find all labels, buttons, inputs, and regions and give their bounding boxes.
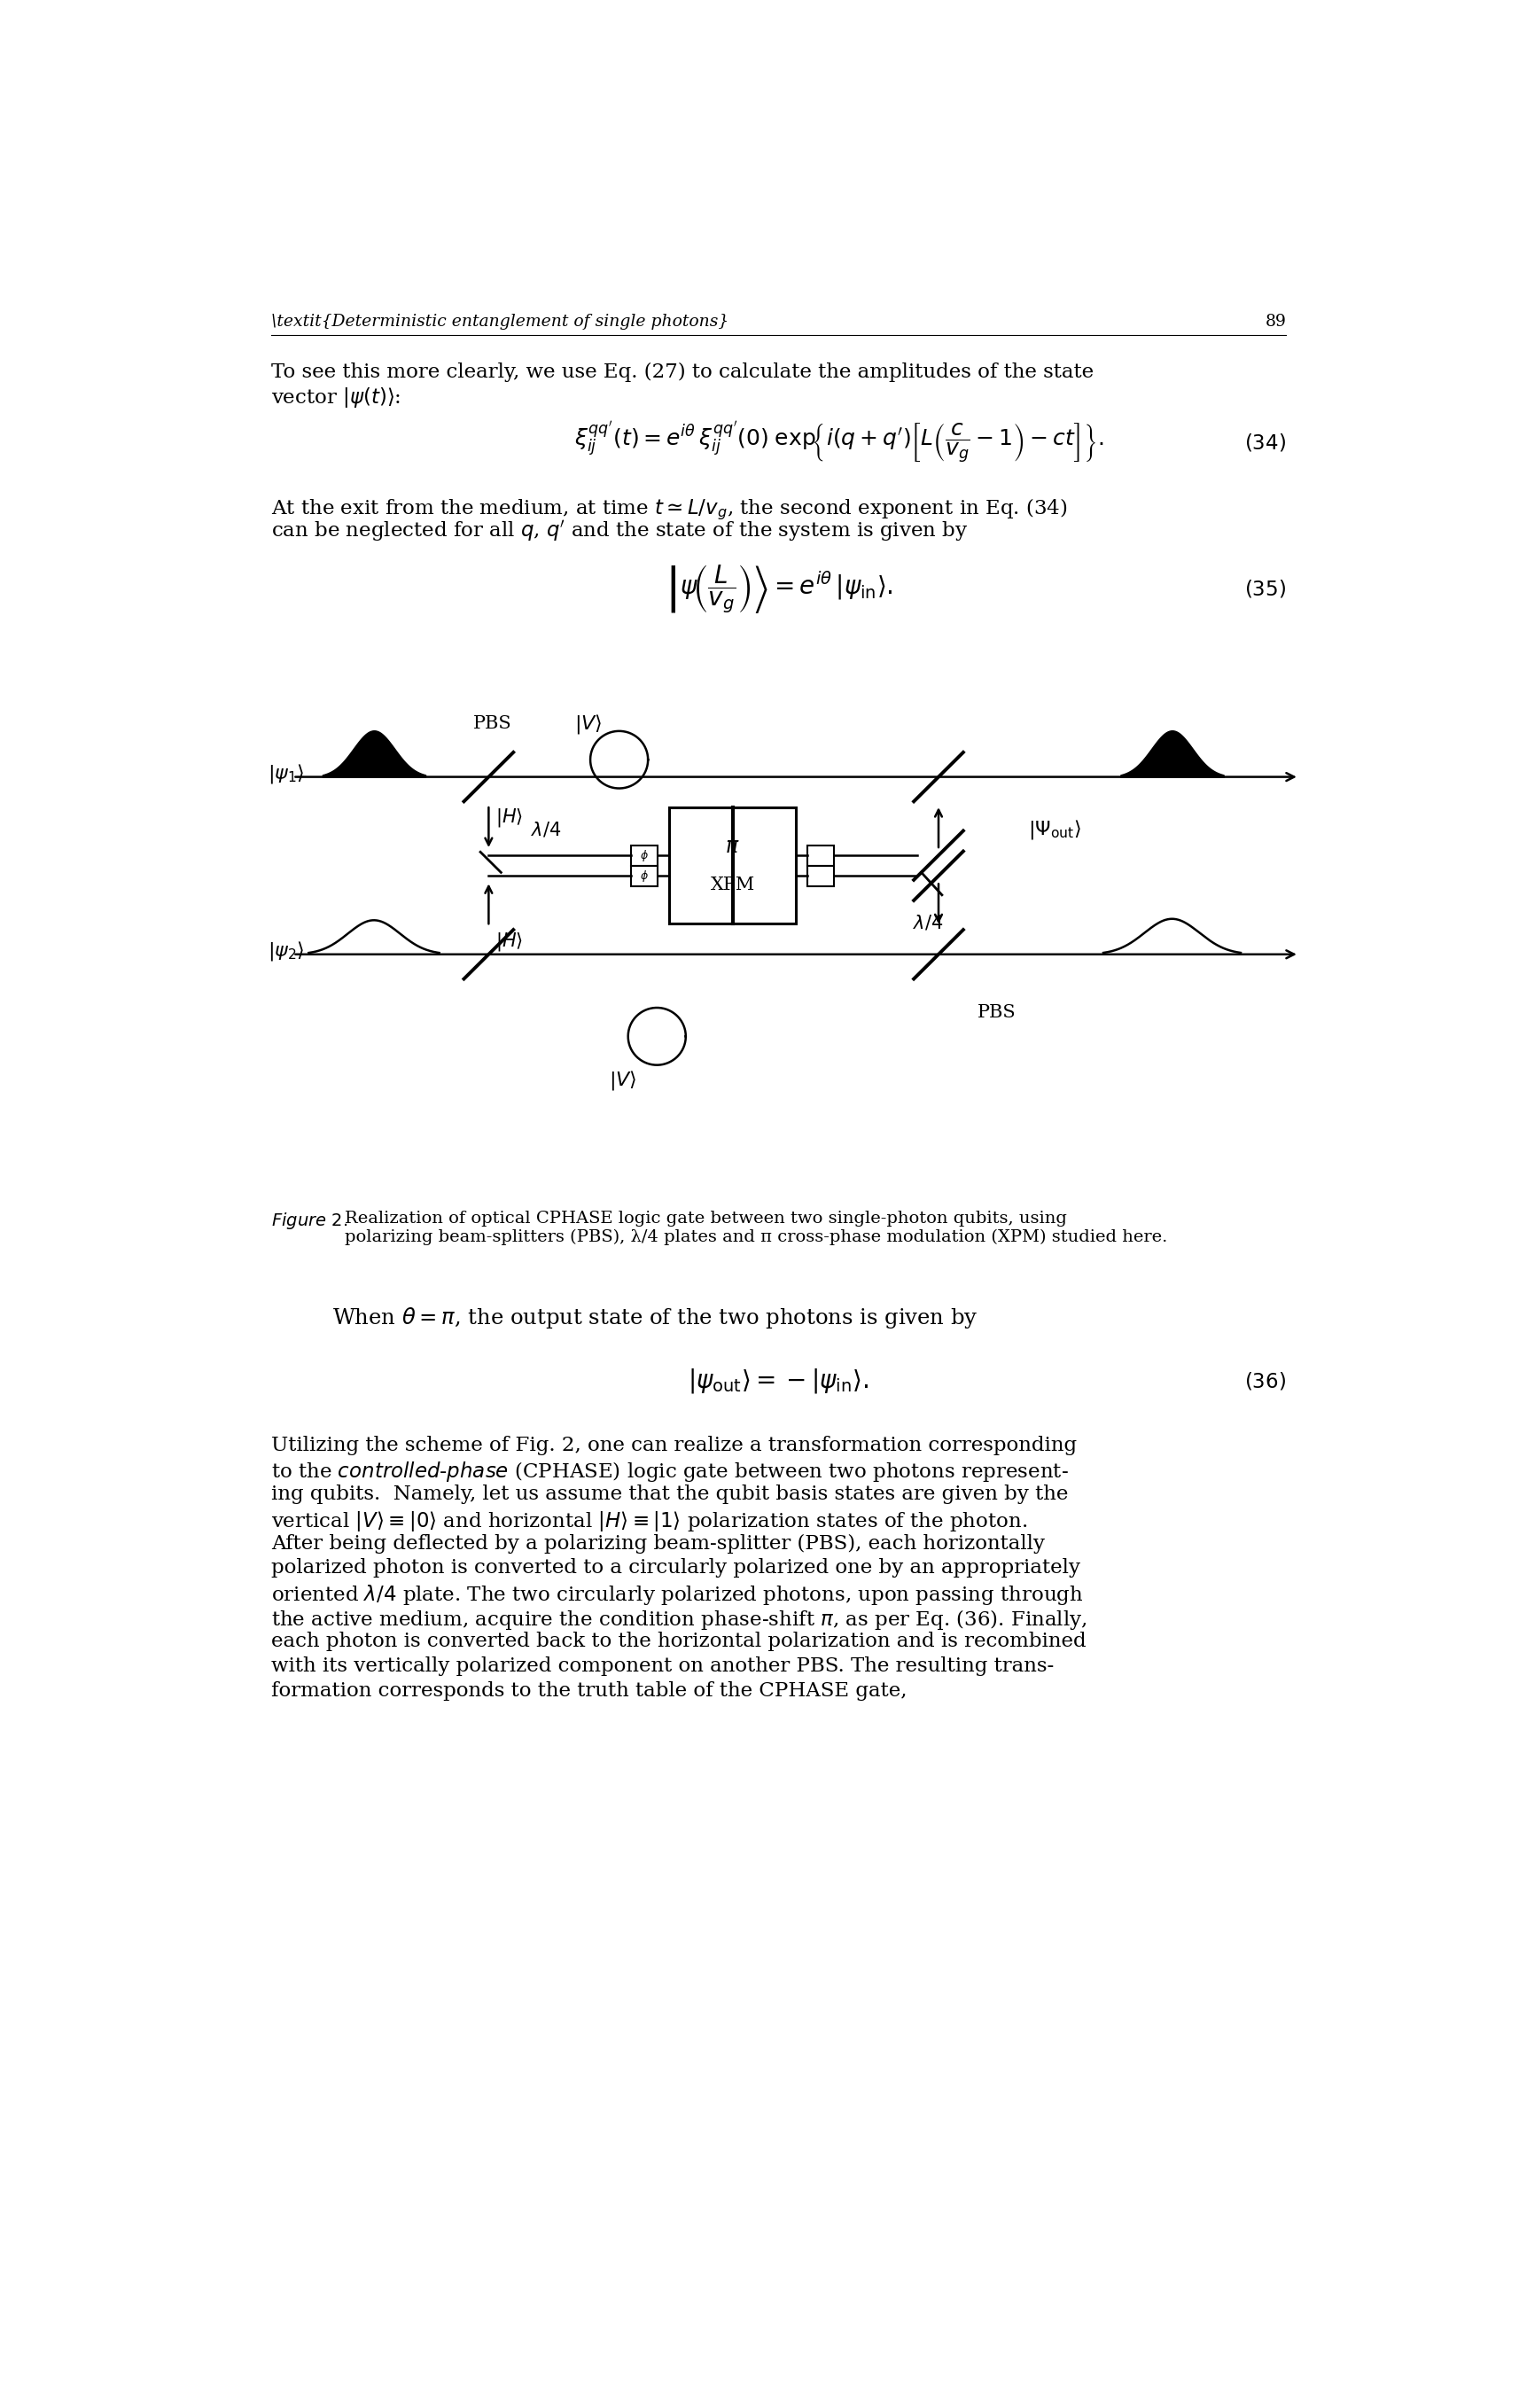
- Text: PBS: PBS: [472, 715, 512, 732]
- Text: Realization of optical CPHASE logic gate between two single-photon qubits, using: Realization of optical CPHASE logic gate…: [345, 1211, 1168, 1245]
- Text: $\left|\psi\!\left(\dfrac{L}{v_g}\right)\right\rangle = e^{i\theta}\,|\psi_{\mat: $\left|\psi\!\left(\dfrac{L}{v_g}\right)…: [664, 563, 893, 616]
- Text: $|\Psi_{\mathrm{out}}\rangle$: $|\Psi_{\mathrm{out}}\rangle$: [1028, 819, 1082, 840]
- Text: XPM: XPM: [711, 877, 755, 893]
- Text: PBS: PBS: [978, 1004, 1016, 1021]
- Text: At the exit from the medium, at time $t \simeq L/v_g$, the second exponent in Eq: At the exit from the medium, at time $t …: [270, 496, 1068, 523]
- Text: vertical $|V\rangle \equiv |0\rangle$ and horizontal $|H\rangle \equiv |1\rangle: vertical $|V\rangle \equiv |0\rangle$ an…: [270, 1510, 1027, 1534]
- Text: to the $\mathit{controlled\text{-}phase}$ (CPHASE) logic gate between two photon: to the $\mathit{controlled\text{-}phase}…: [270, 1459, 1068, 1483]
- Text: $|V\rangle$: $|V\rangle$: [574, 713, 602, 734]
- Text: To see this more clearly, we use Eq. (27) to calculate the amplitudes of the sta: To see this more clearly, we use Eq. (27…: [270, 364, 1094, 383]
- Text: $|\psi_2\rangle$: $|\psi_2\rangle$: [267, 939, 304, 963]
- Text: $\pi$: $\pi$: [725, 836, 740, 857]
- Text: $|V\rangle$: $|V\rangle$: [609, 1069, 636, 1093]
- Bar: [632, 845, 658, 864]
- Text: $\mathit{Figure\ 2.}$: $\mathit{Figure\ 2.}$: [270, 1211, 348, 1230]
- Text: formation corresponds to the truth table of the CPHASE gate,: formation corresponds to the truth table…: [270, 1681, 907, 1700]
- Text: $\phi$: $\phi$: [639, 848, 649, 862]
- Text: can be neglected for all $q$, $q'$ and the state of the system is given by: can be neglected for all $q$, $q'$ and t…: [270, 520, 968, 544]
- Text: vector $|\psi(t)\rangle$:: vector $|\psi(t)\rangle$:: [270, 385, 401, 409]
- Text: $\phi$: $\phi$: [639, 869, 649, 884]
- Text: After being deflected by a polarizing beam-splitter (PBS), each horizontally: After being deflected by a polarizing be…: [270, 1534, 1045, 1553]
- Text: polarized photon is converted to a circularly polarized one by an appropriately: polarized photon is converted to a circu…: [270, 1558, 1080, 1577]
- Text: $|H\rangle$: $|H\rangle$: [495, 932, 523, 954]
- Text: ing qubits.  Namely, let us assume that the qubit basis states are given by the: ing qubits. Namely, let us assume that t…: [270, 1486, 1068, 1505]
- Text: the active medium, acquire the condition phase-shift $\pi$, as per Eq. (36). Fin: the active medium, acquire the condition…: [270, 1609, 1086, 1630]
- Text: Utilizing the scheme of Fig. 2, one can realize a transformation corresponding: Utilizing the scheme of Fig. 2, one can …: [270, 1435, 1077, 1454]
- Text: $|\psi_1\rangle$: $|\psi_1\rangle$: [267, 761, 304, 785]
- Text: $|H\rangle$: $|H\rangle$: [495, 807, 523, 828]
- Text: $\xi_{ij}^{qq^{\prime}}(t) = e^{i\theta}\,\xi_{ij}^{qq^{\prime}}(0)\;\mathrm{exp: $\xi_{ij}^{qq^{\prime}}(t) = e^{i\theta}…: [574, 419, 1104, 465]
- Text: $(34)$: $(34)$: [1244, 431, 1287, 453]
- Text: $\lambda/4$: $\lambda/4$: [532, 821, 562, 838]
- Text: When $\theta = \pi$, the output state of the two photons is given by: When $\theta = \pi$, the output state of…: [333, 1305, 978, 1332]
- Text: each photon is converted back to the horizontal polarization and is recombined: each photon is converted back to the hor…: [270, 1633, 1086, 1652]
- Text: \textit{Deterministic entanglement of single photons}: \textit{Deterministic entanglement of si…: [270, 313, 729, 330]
- Text: with its vertically polarized component on another PBS. The resulting trans-: with its vertically polarized component …: [270, 1657, 1054, 1676]
- Text: $|\psi_{\mathrm{out}}\rangle = -|\psi_{\mathrm{in}}\rangle.$: $|\psi_{\mathrm{out}}\rangle = -|\psi_{\…: [688, 1368, 869, 1394]
- Text: $(36)$: $(36)$: [1244, 1370, 1287, 1392]
- Bar: [668, 807, 796, 925]
- Text: oriented $\lambda/4$ plate. The two circularly polarized photons, upon passing t: oriented $\lambda/4$ plate. The two circ…: [270, 1582, 1083, 1606]
- Text: $\lambda/4$: $\lambda/4$: [913, 913, 943, 932]
- Bar: [808, 845, 834, 864]
- Text: 89: 89: [1265, 313, 1287, 330]
- Bar: [632, 864, 658, 886]
- Bar: [808, 864, 834, 886]
- Text: $(35)$: $(35)$: [1244, 578, 1287, 600]
